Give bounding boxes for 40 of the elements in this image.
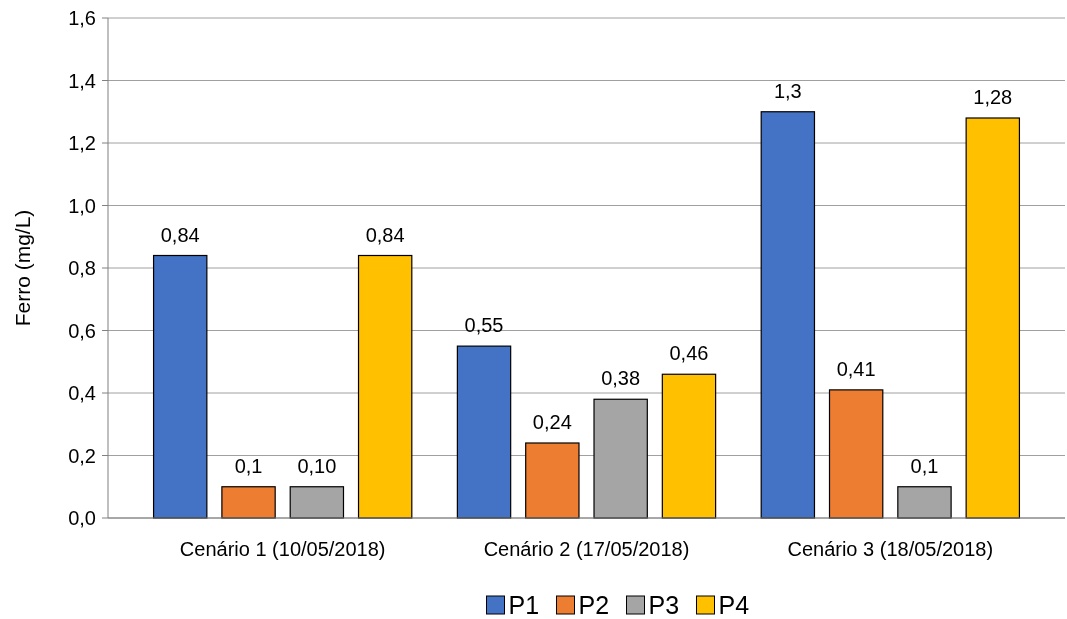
bar xyxy=(456,345,512,519)
legend-label: P1 xyxy=(508,590,540,619)
y-tick-label: 1,4 xyxy=(68,69,96,92)
x-tick-label: Cenário 3 (18/05/2018) xyxy=(787,538,994,560)
y-tick-label: 0,8 xyxy=(68,257,96,279)
data-label: 0,24 xyxy=(532,411,572,433)
bar xyxy=(221,486,276,519)
data-label: 1,3 xyxy=(773,79,802,102)
y-tick-label: 1,0 xyxy=(68,194,96,217)
x-tick-label: Cenário 2 (17/05/2018) xyxy=(483,538,690,560)
data-label: 0,84 xyxy=(160,223,200,246)
legend-label: P3 xyxy=(648,590,680,619)
bar xyxy=(289,486,345,519)
y-tick-label: 0,4 xyxy=(68,382,96,404)
data-label: 0,84 xyxy=(365,223,405,246)
y-tick-label: 0,2 xyxy=(68,444,96,467)
bar xyxy=(152,254,208,519)
y-axis-title: Ferro (mg/L) xyxy=(11,209,34,327)
bar xyxy=(525,442,580,519)
data-label: 0,10 xyxy=(297,454,337,477)
y-tick-label: 1,6 xyxy=(68,7,96,29)
y-tick-label: 0,6 xyxy=(68,319,96,342)
bar xyxy=(357,254,413,519)
data-label: 0,55 xyxy=(464,314,504,337)
data-label: 0,41 xyxy=(836,357,876,380)
data-label: 0,38 xyxy=(601,367,641,390)
data-label: 0,1 xyxy=(910,454,939,477)
y-tick-label: 0,0 xyxy=(68,507,96,529)
bar xyxy=(965,117,1021,519)
bar xyxy=(661,373,717,519)
x-tick-label: Cenário 1 (10/05/2018) xyxy=(179,538,386,560)
data-label: 0,1 xyxy=(234,454,263,477)
data-label: 0,46 xyxy=(669,342,709,365)
bar xyxy=(760,111,816,519)
bar xyxy=(828,389,884,519)
legend-label: P4 xyxy=(718,590,750,619)
data-label: 1,28 xyxy=(973,86,1013,108)
bar xyxy=(897,486,952,519)
legend-label: P2 xyxy=(578,590,610,619)
y-tick-label: 1,2 xyxy=(68,132,96,154)
